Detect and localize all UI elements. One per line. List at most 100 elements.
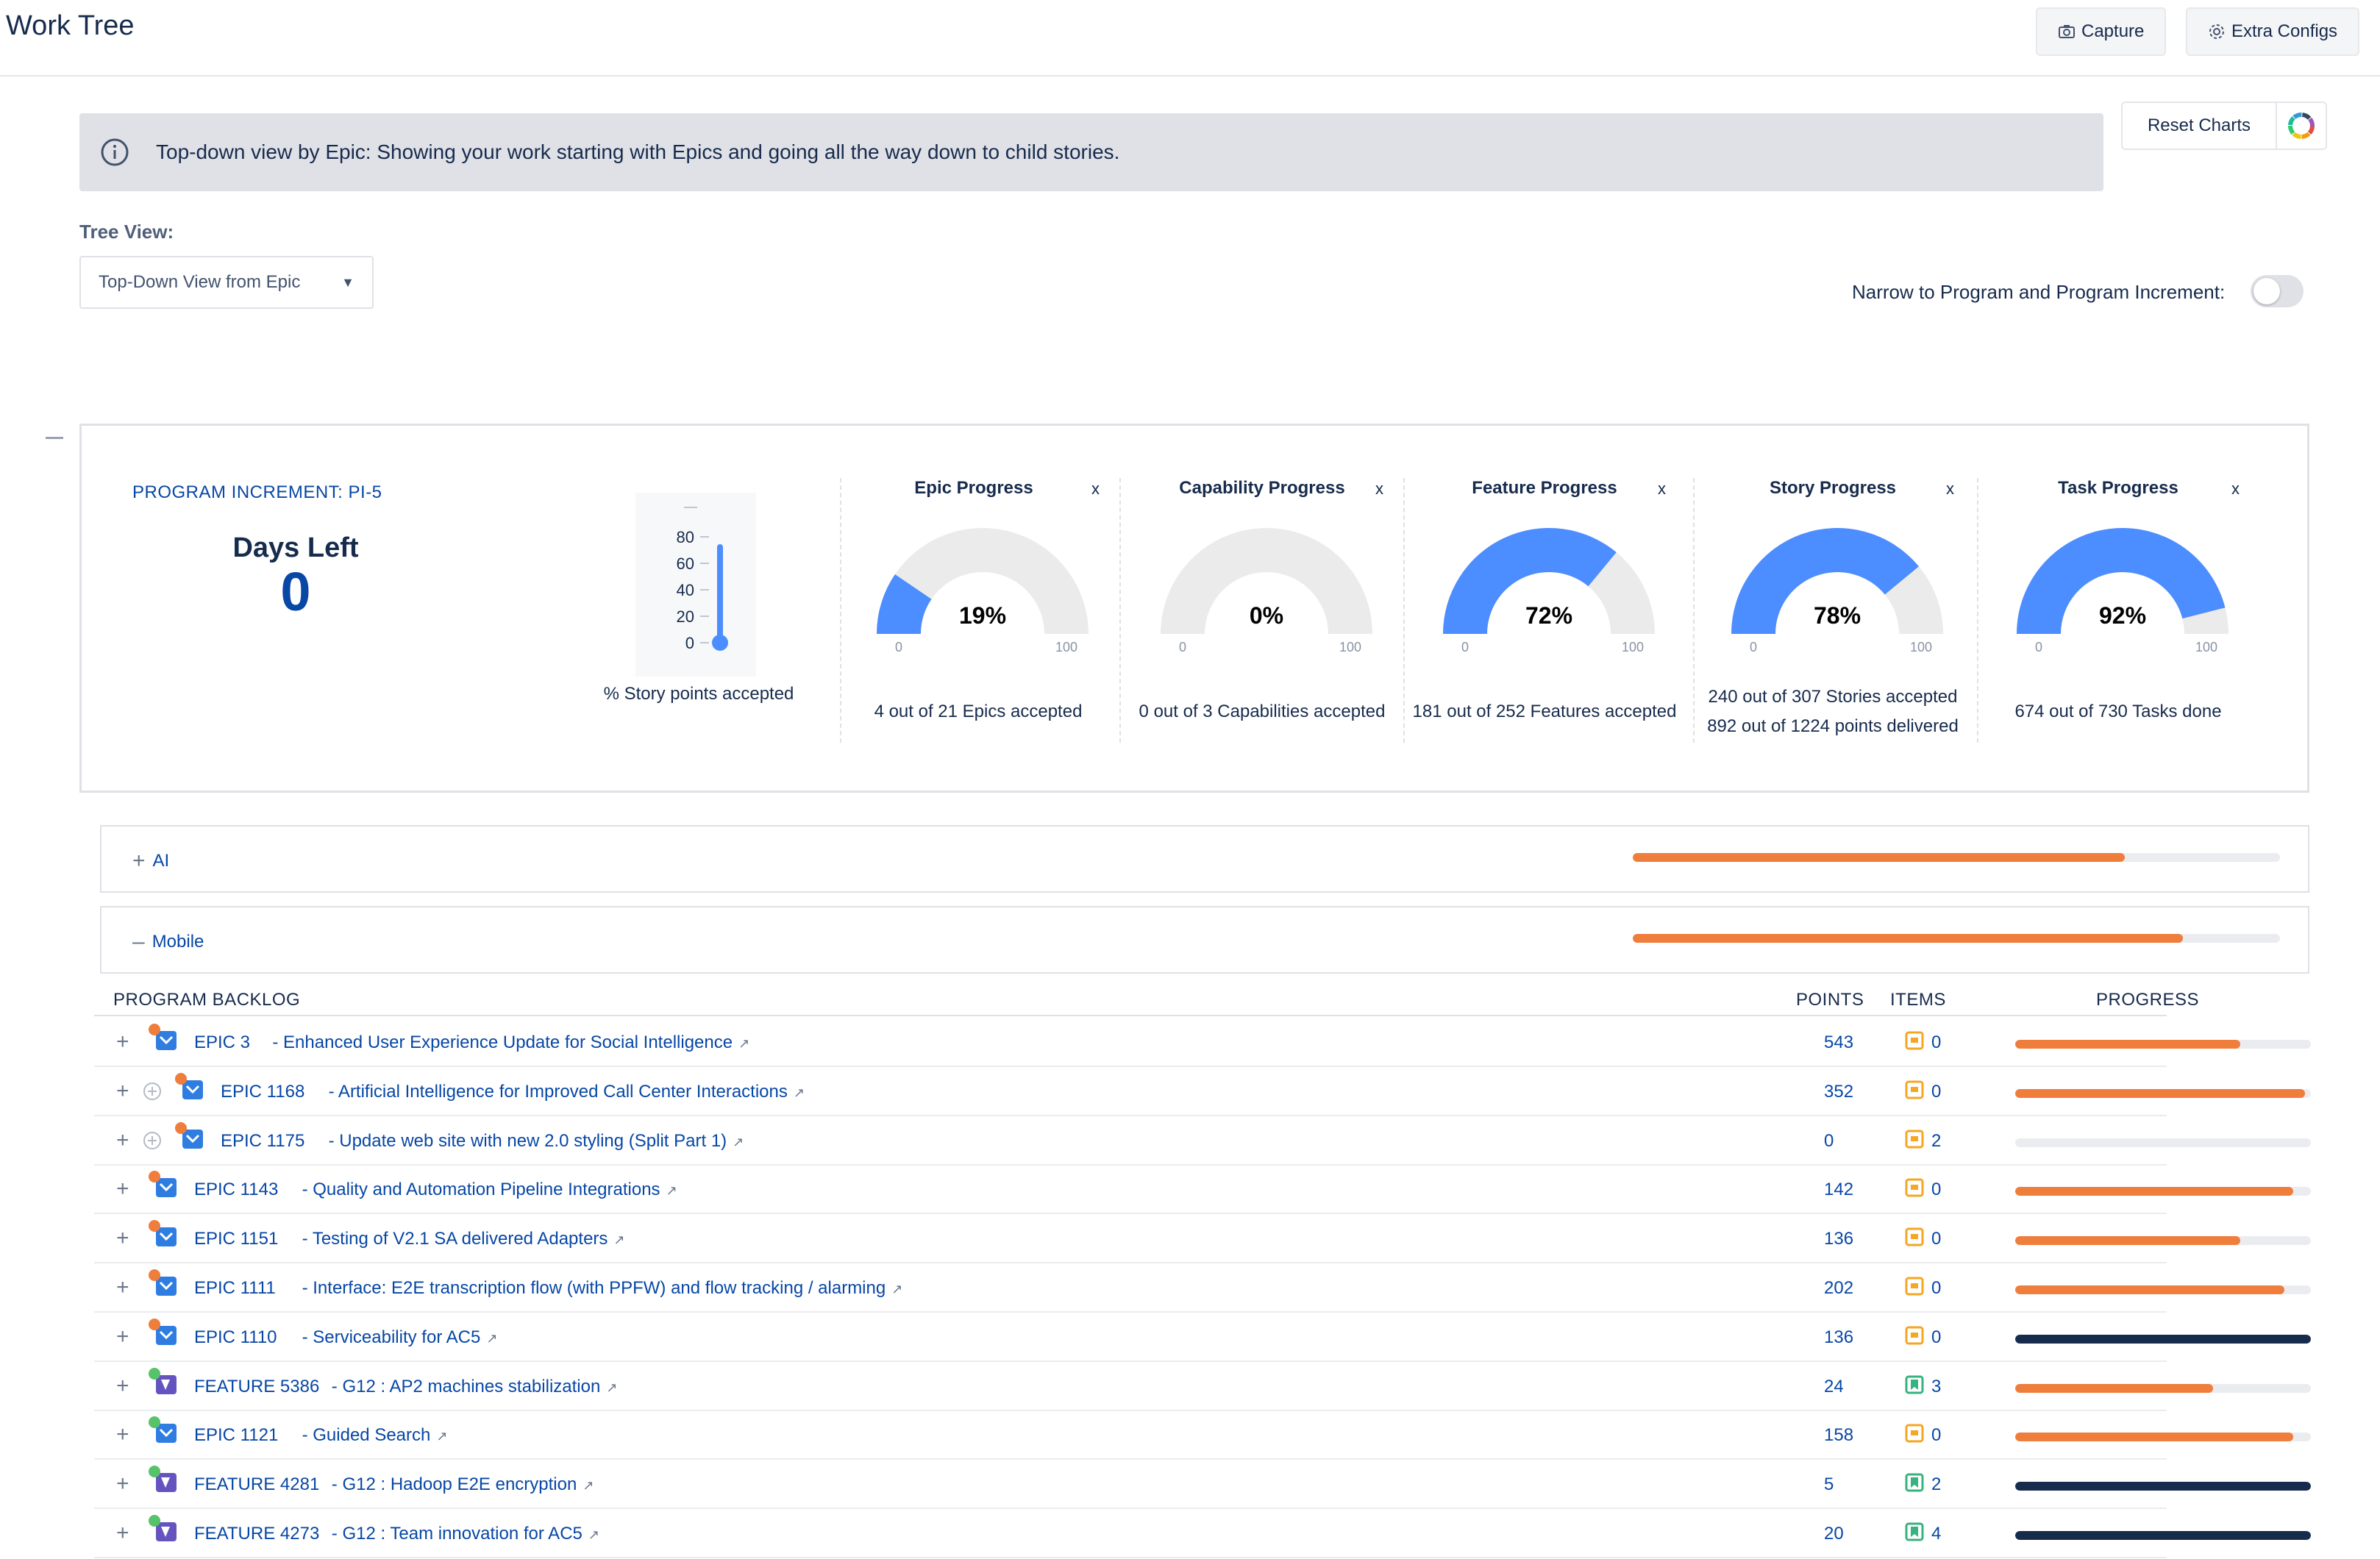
issue-summary-link[interactable]: - Testing of V2.1 SA delivered Adapters ↗ xyxy=(302,1229,625,1249)
items-story-icon xyxy=(1905,1031,1924,1050)
issue-summary-link[interactable]: - G12 : Hadoop E2E encryption ↗ xyxy=(332,1474,594,1495)
issue-progress-bar xyxy=(2015,1088,2311,1098)
issue-summary-link[interactable]: - Artificial Intelligence for Improved C… xyxy=(329,1082,805,1102)
table-row[interactable]: + FEATURE 5386 - G12 : AP2 machines stabil… xyxy=(94,1362,2311,1411)
issue-progress-fill xyxy=(2015,1334,2311,1344)
extra-configs-button[interactable]: Extra Configs xyxy=(2186,7,2360,56)
expand-row-icon[interactable]: + xyxy=(116,1373,129,1398)
expand-row-icon[interactable]: + xyxy=(116,1226,129,1251)
items-bookmark-icon xyxy=(1905,1473,1924,1492)
issue-progress-bar xyxy=(2015,1433,2311,1442)
external-link-icon[interactable]: ↗ xyxy=(613,1232,625,1248)
group-mobile[interactable]: – Mobile xyxy=(100,906,2309,974)
issue-key-link[interactable]: FEATURE 5386 xyxy=(194,1376,320,1396)
status-dot xyxy=(149,1466,160,1478)
gauge-value-arc xyxy=(1443,528,1617,634)
external-link-icon[interactable]: ↗ xyxy=(606,1380,618,1395)
collapse-pi-button[interactable] xyxy=(46,437,63,439)
issue-key-link[interactable]: EPIC 3 xyxy=(194,1032,251,1052)
expand-row-icon[interactable]: + xyxy=(116,1471,129,1496)
issue-key-link[interactable]: EPIC 1168 xyxy=(221,1081,305,1102)
issue-summary-text: - Interface: E2E transcription flow (wit… xyxy=(302,1278,886,1298)
col-items: ITEMS xyxy=(1890,990,1946,1010)
collapse-minus-icon: – xyxy=(132,930,145,954)
gauge-caption: 0 out of 3 Capabilities accepted xyxy=(1139,702,1386,721)
issue-summary-link[interactable]: - Quality and Automation Pipeline Integr… xyxy=(302,1180,677,1200)
issue-summary-link[interactable]: - Update web site with new 2.0 styling (… xyxy=(329,1131,744,1152)
table-row[interactable]: + EPIC 3 - Enhanced User Experience Update… xyxy=(94,1018,2311,1067)
expand-row-icon[interactable]: + xyxy=(116,1324,129,1349)
gauge-close-button[interactable]: x xyxy=(1658,479,1666,498)
external-link-icon[interactable]: ↗ xyxy=(666,1183,677,1199)
issue-summary-link[interactable]: - Guided Search ↗ xyxy=(302,1425,448,1446)
issue-summary-link[interactable]: - G12 : AP2 machines stabilization ↗ xyxy=(332,1377,618,1397)
external-link-icon[interactable]: ↗ xyxy=(891,1282,903,1296)
thermometer-tick-label: 60 xyxy=(677,554,694,573)
gauge-close-button[interactable]: x xyxy=(1091,479,1100,498)
table-row[interactable]: + EPIC 1143 - Quality and Automation Pipel… xyxy=(94,1165,2311,1215)
group-ai-label[interactable]: + AI xyxy=(132,849,169,874)
gauge-close-button[interactable]: x xyxy=(1375,479,1383,498)
issue-items-count: 0 xyxy=(1931,1229,1942,1249)
tree-view-select[interactable]: Top-Down View from Epic ▼ xyxy=(79,256,374,309)
issue-summary-link[interactable]: - G12 : Team innovation for AC5 ↗ xyxy=(332,1524,599,1544)
expand-row-icon[interactable]: + xyxy=(116,1521,129,1545)
chart-palette-button[interactable] xyxy=(2276,103,2326,149)
add-child-icon[interactable] xyxy=(143,1131,162,1150)
table-row[interactable]: + EPIC 1111 - Interface: E2E transcription… xyxy=(94,1263,2311,1313)
gauge-close-button[interactable]: x xyxy=(1946,479,1954,498)
group-mobile-label[interactable]: – Mobile xyxy=(132,930,204,955)
narrow-toggle[interactable] xyxy=(2251,275,2304,307)
gauge-max-label: 100 xyxy=(1910,640,1932,654)
issue-key-link[interactable]: FEATURE 4273 xyxy=(194,1524,320,1544)
reset-charts-button[interactable]: Reset Charts xyxy=(2147,115,2251,135)
col-program-backlog: PROGRAM BACKLOG xyxy=(113,990,301,1010)
external-link-icon[interactable]: ↗ xyxy=(588,1527,599,1542)
external-link-icon[interactable]: ↗ xyxy=(486,1330,498,1346)
external-link-icon[interactable]: ↗ xyxy=(582,1478,594,1494)
expand-row-icon[interactable]: + xyxy=(116,1177,129,1202)
expand-row-icon[interactable]: + xyxy=(116,1030,129,1054)
table-row[interactable]: + EPIC 1110 - Serviceability for AC5 ↗ 136 0 xyxy=(94,1313,2311,1362)
table-row[interactable]: + FEATURE 4273 - G12 : Team innovation for… xyxy=(94,1509,2311,1558)
issue-summary-link[interactable]: - Serviceability for AC5 ↗ xyxy=(302,1327,498,1348)
issue-points: 352 xyxy=(1824,1081,1854,1102)
table-row[interactable]: + EPIC 1121 - Guided Search ↗ 158 0 xyxy=(94,1410,2311,1460)
table-row[interactable]: + EPIC 1151 - Testing of V2.1 SA delivered… xyxy=(94,1214,2311,1264)
issue-key-link[interactable]: EPIC 1175 xyxy=(221,1130,305,1151)
issue-key-link[interactable]: EPIC 1121 xyxy=(194,1425,279,1446)
issue-key-link[interactable]: EPIC 1151 xyxy=(194,1229,279,1249)
group-ai[interactable]: + AI xyxy=(100,825,2309,893)
items-story-icon xyxy=(1905,1424,1924,1443)
external-link-icon[interactable]: ↗ xyxy=(436,1429,448,1444)
issue-summary-link[interactable]: - Enhanced User Experience Update for So… xyxy=(272,1032,749,1053)
table-row[interactable]: + FEATURE 4281 - G12 : Hadoop E2E encrypti… xyxy=(94,1460,2311,1510)
table-row[interactable]: + EPIC 1168 - Artificial Intelligence for … xyxy=(94,1067,2311,1116)
narrow-label: Narrow to Program and Program Increment: xyxy=(1852,281,2226,303)
gauge-track xyxy=(1161,528,1372,634)
feature-type-icon xyxy=(149,1367,178,1397)
external-link-icon[interactable]: ↗ xyxy=(793,1085,805,1100)
issue-key-link[interactable]: EPIC 1111 xyxy=(194,1278,276,1298)
gauge-title: Feature Progress xyxy=(1472,478,1617,498)
table-row[interactable]: + EPIC 1175 - Update web site with new 2.0… xyxy=(94,1116,2311,1166)
expand-row-icon[interactable]: + xyxy=(116,1127,129,1152)
issue-progress-fill xyxy=(2015,1531,2311,1540)
external-link-icon[interactable]: ↗ xyxy=(738,1036,750,1051)
gauge-max-label: 100 xyxy=(1339,640,1361,654)
issue-key-link[interactable]: EPIC 1110 xyxy=(194,1327,277,1347)
gauge-caption: 181 out of 252 Features accepted xyxy=(1412,702,1677,721)
expand-row-icon[interactable]: + xyxy=(116,1422,129,1447)
group-mobile-progress-fill xyxy=(1633,934,2183,943)
issue-summary-link[interactable]: - Interface: E2E transcription flow (wit… xyxy=(302,1278,903,1299)
issue-key-link[interactable]: EPIC 1143 xyxy=(194,1180,279,1200)
external-link-icon[interactable]: ↗ xyxy=(733,1134,744,1149)
add-child-icon[interactable] xyxy=(143,1082,162,1101)
expand-row-icon[interactable]: + xyxy=(116,1078,129,1103)
gauge-separator xyxy=(1119,478,1121,743)
expand-row-icon[interactable]: + xyxy=(116,1275,129,1299)
capture-button[interactable]: Capture xyxy=(2036,7,2167,56)
issue-summary-text: - Enhanced User Experience Update for So… xyxy=(272,1032,733,1052)
issue-key-link[interactable]: FEATURE 4281 xyxy=(194,1474,320,1495)
gauge-close-button[interactable]: x xyxy=(2231,479,2240,498)
